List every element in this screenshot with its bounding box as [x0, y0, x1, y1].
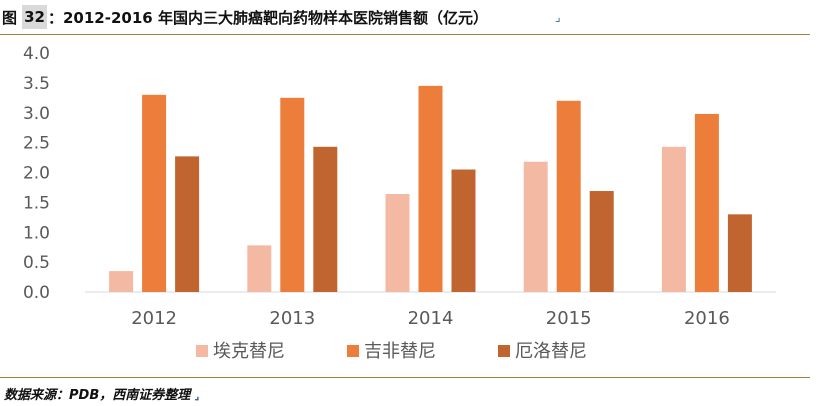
- source-note: 数据来源：PDB，西南证券整理 ⌟: [4, 384, 199, 403]
- legend-label-2: 厄洛替尼: [515, 341, 587, 362]
- legend-label-0: 埃克替尼: [213, 341, 285, 362]
- bar-2016-series-0: [661, 146, 686, 292]
- title-corner-mark: ⌟: [555, 10, 561, 24]
- x-axis: 2012 2013 2014 2015 2016: [131, 308, 730, 329]
- x-tick-label: 2015: [546, 308, 592, 329]
- y-tick-label: 4.0: [23, 44, 50, 64]
- bar-2015-series-0: [523, 161, 548, 292]
- bar-2012-series-1: [142, 94, 167, 292]
- legend: 埃克替尼 吉非替尼 厄洛替尼: [196, 341, 587, 362]
- bar-2013-series-0: [247, 245, 272, 292]
- source-corner-mark: ⌟: [194, 389, 200, 402]
- y-tick-label: 0.0: [23, 283, 50, 303]
- bars: [109, 85, 752, 292]
- figure-title: ：2012-2016 年国内三大肺癌靶向药物样本医院销售额（亿元）: [48, 9, 488, 27]
- y-tick-label: 2.0: [23, 164, 50, 184]
- y-tick-label: 0.5: [23, 253, 50, 273]
- bar-2013-series-2: [313, 146, 338, 292]
- bar-2014-series-2: [451, 169, 476, 292]
- y-tick-label: 3.5: [23, 74, 50, 94]
- figure-number: 32: [22, 5, 47, 29]
- top-rule: [0, 34, 810, 35]
- legend-swatch-1: [347, 345, 359, 357]
- figure-label: 图: [2, 9, 18, 27]
- bar-2014-series-0: [385, 194, 410, 292]
- x-tick-label: 2016: [684, 308, 730, 329]
- bottom-rule: [0, 377, 810, 378]
- x-tick-label: 2012: [131, 308, 177, 329]
- figure-header: 图 32 ：2012-2016 年国内三大肺癌靶向药物样本医院销售额（亿元） ⌟: [0, 0, 818, 34]
- y-axis: 0.0 0.5 1.0 1.5 2.0 2.5 3.0 3.5 4.0: [23, 44, 50, 303]
- legend-label-1: 吉非替尼: [364, 341, 436, 362]
- legend-swatch-2: [498, 345, 510, 357]
- legend-swatch-0: [196, 345, 208, 357]
- bar-2014-series-1: [418, 85, 443, 292]
- bar-2016-series-2: [727, 214, 752, 292]
- bar-2015-series-2: [589, 191, 614, 292]
- bar-2012-series-2: [175, 156, 200, 292]
- y-tick-label: 3.0: [23, 104, 50, 124]
- y-tick-label: 1.5: [23, 193, 50, 213]
- bar-2016-series-1: [694, 113, 719, 292]
- x-tick-label: 2013: [269, 308, 315, 329]
- y-tick-label: 1.0: [23, 223, 50, 243]
- bar-2015-series-1: [556, 100, 581, 292]
- chart: 0.0 0.5 1.0 1.5 2.0 2.5 3.0 3.5 4.0 2012 2013 2014…: [23, 44, 776, 362]
- y-tick-label: 2.5: [23, 134, 50, 154]
- x-tick-label: 2014: [408, 308, 454, 329]
- source-text: 数据来源：PDB，西南证券整理: [4, 388, 191, 403]
- bar-2013-series-1: [280, 97, 305, 292]
- bar-2012-series-0: [109, 271, 134, 292]
